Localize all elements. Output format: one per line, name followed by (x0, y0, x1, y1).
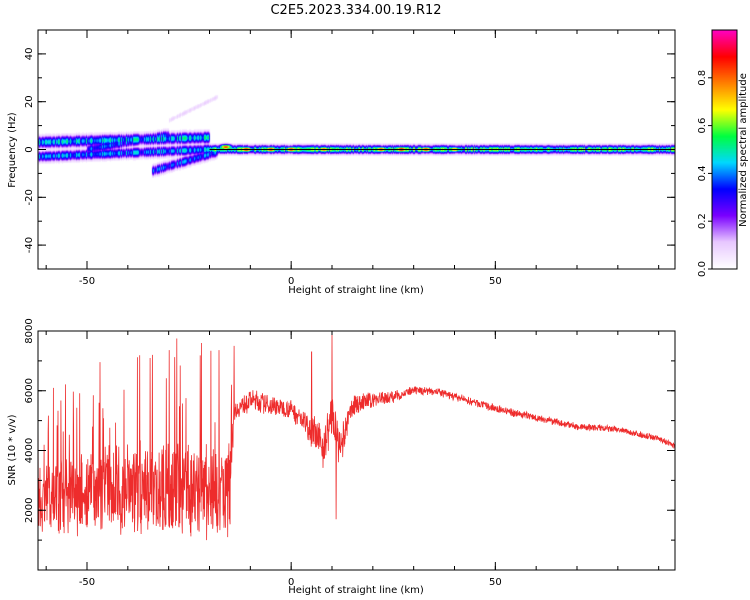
y-tick-label: 8000 (24, 318, 35, 343)
x-tick-label: 0 (288, 276, 294, 287)
colorbar-tick-label: 0.4 (697, 165, 708, 181)
y-tick-label: 40 (24, 48, 35, 61)
x-tick-label: 50 (489, 276, 502, 287)
y-tick-label: 20 (24, 95, 35, 108)
spectrogram-ylabel: Frequency (Hz) (7, 112, 18, 188)
snr-panel: -50 0 50 2000 4000 6000 8000 Height of straigh… (7, 318, 676, 596)
colorbar-ticks: 0.0 0.2 0.4 0.6 0.8 (697, 70, 712, 277)
y-tick-label: 2000 (24, 498, 35, 523)
spectrogram-xlabel: Height of straight line (km) (288, 285, 424, 296)
y-tick-label: 0 (24, 146, 35, 152)
colorbar-frame (711, 29, 738, 270)
snr-series-line (38, 331, 675, 541)
snr-frame (37, 330, 676, 571)
colorbar-tick-label: 0.8 (697, 70, 708, 86)
y-tick-label: 4000 (24, 438, 35, 463)
spectrogram-panel: -50 0 50 -40 -20 0 20 40 Height of straight lin… (7, 29, 676, 296)
x-tick-label: -50 (79, 577, 95, 588)
y-tick-label: -20 (24, 189, 35, 205)
y-tick-label: -40 (24, 237, 35, 253)
x-tick-label: -50 (79, 276, 95, 287)
colorbar: 0.0 0.2 0.4 0.6 0.8 Normalized spectral ampl… (697, 29, 749, 277)
snr-ylabel: SNR (10 * v/v) (7, 414, 18, 485)
spectrogram-ticks: -50 0 50 -40 -20 0 20 40 (24, 29, 675, 287)
x-tick-label: 50 (489, 577, 502, 588)
colorbar-tick-label: 0.2 (697, 213, 708, 229)
x-tick-label: 0 (288, 577, 294, 588)
snr-ticks: -50 0 50 2000 4000 6000 8000 (24, 318, 675, 588)
colorbar-tick-label: 0.6 (697, 118, 708, 134)
colorbar-label: Normalized spectral amplitude (738, 73, 749, 227)
colorbar-canvas (712, 30, 737, 269)
colorbar-tick-label: 0.0 (697, 261, 708, 277)
snr-xlabel: Height of straight line (km) (288, 585, 424, 596)
y-tick-label: 6000 (24, 378, 35, 403)
figure-title: C2E5.2023.334.00.19.R12 (270, 3, 441, 18)
